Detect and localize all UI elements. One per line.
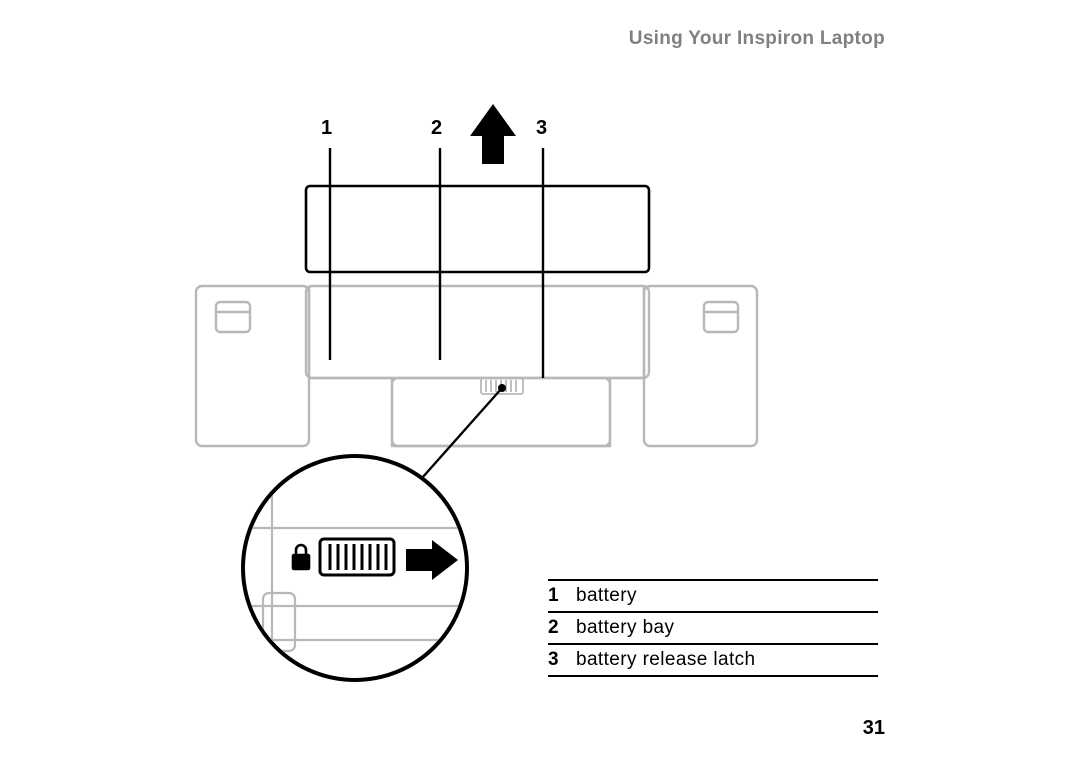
legend-table: 1 battery 2 battery bay 3 battery releas… <box>548 579 878 677</box>
legend-row: 1 battery <box>548 579 878 611</box>
manual-page: Using Your Inspiron Laptop 1 2 3 <box>0 0 1080 766</box>
legend-number: 2 <box>548 617 576 639</box>
legend-number: 3 <box>548 649 576 671</box>
battery-diagram <box>0 0 1080 766</box>
legend-row: 2 battery bay <box>548 611 878 643</box>
legend-label: battery release latch <box>576 649 756 671</box>
legend-row: 3 battery release latch <box>548 643 878 677</box>
legend-label: battery bay <box>576 617 674 639</box>
legend-number: 1 <box>548 585 576 607</box>
page-number: 31 <box>863 717 885 740</box>
legend-label: battery <box>576 585 637 607</box>
arrow-up-icon <box>470 104 516 164</box>
